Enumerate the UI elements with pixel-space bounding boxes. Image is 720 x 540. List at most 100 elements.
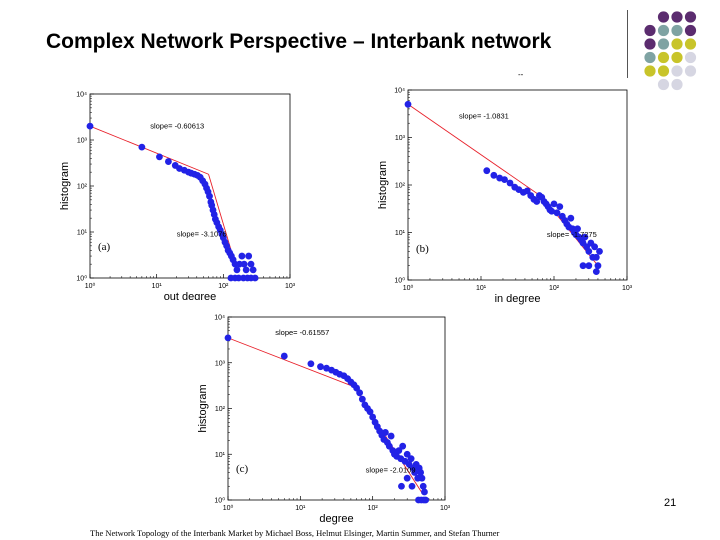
y-tick-label: 10⁴ bbox=[214, 315, 225, 322]
x-tick-label: 10¹ bbox=[295, 505, 306, 512]
x-tick-label: 10⁰ bbox=[403, 284, 414, 292]
data-point bbox=[501, 176, 508, 183]
data-point bbox=[550, 200, 558, 208]
data-point bbox=[596, 248, 603, 255]
data-point bbox=[548, 207, 556, 215]
fit-line bbox=[407, 103, 543, 198]
data-point bbox=[233, 266, 241, 274]
x-axis-label: degree bbox=[319, 513, 353, 525]
decor-dot bbox=[644, 24, 656, 37]
y-axis-label: histogram bbox=[60, 162, 71, 210]
data-point bbox=[594, 262, 602, 270]
data-point bbox=[556, 203, 564, 211]
x-tick-label: 10¹ bbox=[152, 283, 163, 290]
x-tick-label: 10³ bbox=[622, 285, 633, 292]
data-point bbox=[523, 187, 531, 195]
decor-dot bbox=[657, 78, 670, 91]
data-point bbox=[592, 253, 600, 261]
data-point bbox=[235, 274, 243, 282]
decor-dot bbox=[671, 11, 683, 23]
data-point bbox=[403, 450, 411, 458]
title-divider bbox=[627, 10, 628, 78]
data-point bbox=[591, 243, 599, 251]
data-point bbox=[395, 447, 403, 455]
decor-dot bbox=[657, 51, 670, 64]
data-point bbox=[553, 209, 561, 217]
data-point bbox=[398, 482, 405, 490]
chart-in-degree: 10⁰ 10¹ 10² 10³ 10⁰ 10¹ 10² 10³ 10⁴ slope= -1.083… bbox=[377, 88, 633, 306]
data-point bbox=[421, 488, 428, 496]
citation: The Network Topology of the Interbank Ma… bbox=[90, 528, 500, 538]
data-point bbox=[224, 334, 232, 342]
chart-degree: 10⁰ 10¹ 10² 10³ 10⁰ 10¹ 10² 10³ 10⁴ slope= -0.615… bbox=[197, 315, 451, 526]
data-point bbox=[533, 198, 541, 205]
y-axis-label: histogram bbox=[197, 384, 209, 432]
decor-dot bbox=[671, 38, 683, 50]
y-axis-label: histogram bbox=[377, 161, 389, 209]
data-point bbox=[408, 482, 416, 490]
decor-dot bbox=[657, 65, 670, 77]
decor-dot bbox=[671, 78, 683, 91]
y-tick-label: 10² bbox=[395, 183, 406, 190]
y-tick-label: 10³ bbox=[77, 138, 88, 145]
data-point bbox=[156, 153, 163, 161]
data-point bbox=[369, 413, 377, 421]
data-point bbox=[382, 429, 389, 436]
page-number: 21 bbox=[664, 497, 677, 509]
slide-title: Complex Network Perspective – Interbank … bbox=[46, 30, 552, 53]
data-point bbox=[417, 469, 425, 476]
slope-annotation: slope= -1.0831 bbox=[459, 112, 509, 121]
data-point bbox=[490, 171, 498, 179]
data-point bbox=[506, 179, 514, 187]
data-point bbox=[249, 266, 257, 274]
y-tick-label: 10⁰ bbox=[394, 277, 405, 285]
data-point bbox=[404, 100, 412, 108]
slope-annotation: slope= -3.1076 bbox=[177, 229, 227, 238]
data-point bbox=[387, 432, 395, 440]
y-tick-label: 10⁴ bbox=[394, 88, 405, 95]
data-point bbox=[280, 352, 288, 360]
plot-frame bbox=[407, 89, 628, 281]
dash-mark: -- bbox=[518, 70, 524, 79]
data-point bbox=[483, 167, 491, 175]
decor-dot bbox=[684, 11, 697, 23]
data-point bbox=[240, 260, 248, 268]
y-tick-label: 10¹ bbox=[395, 230, 406, 237]
y-tick-label: 10¹ bbox=[215, 452, 226, 459]
data-point bbox=[399, 442, 407, 450]
data-point bbox=[238, 252, 246, 260]
decor-dot bbox=[684, 51, 697, 64]
data-point bbox=[165, 158, 172, 165]
y-tick-label: 10⁴ bbox=[76, 92, 87, 99]
y-tick-label: 10³ bbox=[215, 360, 226, 367]
fit-line bbox=[227, 337, 355, 388]
x-tick-label: 10³ bbox=[285, 283, 296, 290]
data-point bbox=[358, 395, 366, 403]
data-point bbox=[307, 360, 315, 368]
data-point bbox=[411, 469, 419, 476]
panel-label: (a) bbox=[98, 241, 111, 253]
data-point bbox=[592, 268, 600, 276]
x-tick-label: 10⁰ bbox=[223, 504, 234, 512]
decor-dot bbox=[671, 24, 683, 37]
x-axis-label: in degree bbox=[495, 293, 541, 305]
x-tick-label: 10¹ bbox=[476, 285, 487, 292]
decor-dot bbox=[657, 24, 670, 37]
data-point bbox=[567, 214, 575, 222]
data-point bbox=[403, 474, 411, 482]
data-point bbox=[574, 225, 581, 233]
decor-dot bbox=[644, 65, 656, 77]
x-tick-label: 10⁰ bbox=[85, 282, 96, 290]
data-point bbox=[418, 474, 426, 482]
x-tick-label: 10² bbox=[368, 505, 379, 512]
x-tick-label: 10² bbox=[549, 285, 560, 292]
y-tick-label: 10¹ bbox=[77, 230, 88, 237]
y-tick-label: 10² bbox=[215, 406, 226, 413]
data-point bbox=[138, 143, 146, 151]
data-point bbox=[581, 233, 589, 241]
data-point bbox=[407, 455, 415, 463]
slope-annotation: slope= -0.60613 bbox=[150, 121, 204, 130]
slope-annotation: slope= -0.61557 bbox=[275, 328, 329, 337]
slope-annotation: slope= -2.0109 bbox=[366, 465, 416, 474]
data-point bbox=[247, 260, 255, 268]
